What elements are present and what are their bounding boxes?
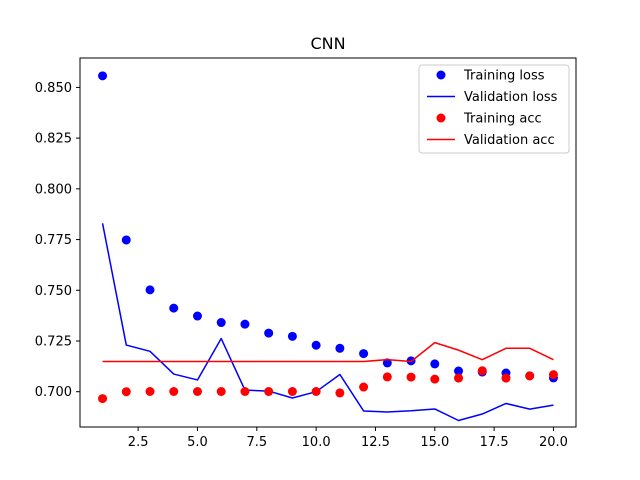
training-acc-point <box>382 372 392 382</box>
training-acc-point <box>169 387 179 396</box>
x-tick-label: 2.5 <box>128 435 149 450</box>
training-acc-legend-label: Training acc <box>463 112 542 127</box>
validation-loss-line <box>101 223 554 422</box>
x-tick-label: 5.0 <box>187 435 208 450</box>
training-loss-point <box>359 349 369 359</box>
training-acc-legend-swatch <box>436 113 446 123</box>
x-tick-label: 17.5 <box>480 435 509 450</box>
x-tick-label: 12.5 <box>361 435 390 450</box>
legend: Training loss Validation loss Training acc… <box>418 64 570 154</box>
x-tick-label: 10.0 <box>302 435 331 450</box>
training-loss-point <box>454 366 464 376</box>
plot-area <box>98 71 558 422</box>
training-acc-point <box>454 373 464 383</box>
y-tick-label: 0.725 <box>35 334 72 349</box>
training-acc-point <box>548 370 558 380</box>
training-acc-point <box>501 373 511 383</box>
training-loss-point <box>287 331 297 341</box>
training-loss-point <box>121 235 131 245</box>
training-loss-point <box>98 71 108 81</box>
training-acc-point <box>525 371 535 381</box>
training-acc-point <box>264 387 274 396</box>
training-loss-point <box>216 318 226 328</box>
training-loss-point <box>311 340 321 350</box>
training-loss-point <box>169 303 179 313</box>
y-tick-label: 0.750 <box>35 284 72 299</box>
y-tick-label: 0.825 <box>35 132 72 147</box>
training-acc-point <box>98 394 108 404</box>
training-loss-point <box>430 359 440 369</box>
y-tick-label: 0.775 <box>35 233 72 248</box>
y-tick-label: 0.700 <box>35 385 72 400</box>
axes-frame <box>79 57 577 428</box>
training-loss-legend-swatch <box>436 70 446 80</box>
y-tick-label: 0.800 <box>35 182 72 197</box>
training-acc-point <box>192 387 202 396</box>
training-acc-point <box>121 387 131 397</box>
training-acc-point <box>406 372 416 382</box>
validation-acc-legend-label: Validation acc <box>464 133 555 148</box>
training-loss-point <box>145 285 155 295</box>
training-acc-point <box>335 388 345 398</box>
training-acc-point <box>430 374 440 384</box>
y-axis: 0.700 0.725 0.750 0.775 0.800 0.825 0.850 <box>35 81 80 400</box>
x-tick-label: 7.5 <box>246 435 267 450</box>
training-acc-point <box>359 382 369 392</box>
x-tick-label: 15.0 <box>420 435 449 450</box>
validation-acc-line <box>102 341 554 363</box>
chart-title: CNN <box>310 34 345 53</box>
training-acc-point <box>240 387 250 396</box>
training-acc-point <box>216 387 226 396</box>
training-loss-point <box>264 328 274 338</box>
training-acc-point <box>145 387 155 396</box>
x-tick-label: 20.0 <box>539 435 568 450</box>
training-loss-point <box>382 358 392 368</box>
training-loss-point <box>240 319 250 329</box>
y-tick-label: 0.850 <box>35 81 72 96</box>
training-loss-point <box>192 311 202 321</box>
validation-loss-legend-label: Validation loss <box>464 90 558 105</box>
legend-box <box>418 64 570 154</box>
training-acc-point <box>287 387 297 396</box>
training-acc-point <box>311 387 321 396</box>
training-acc-point <box>477 366 487 376</box>
training-loss-legend-label: Training loss <box>463 69 545 84</box>
x-axis: 2.5 5.0 7.5 10.0 12.5 15.0 17.5 20.0 <box>128 427 568 450</box>
training-loss-point <box>335 343 345 353</box>
